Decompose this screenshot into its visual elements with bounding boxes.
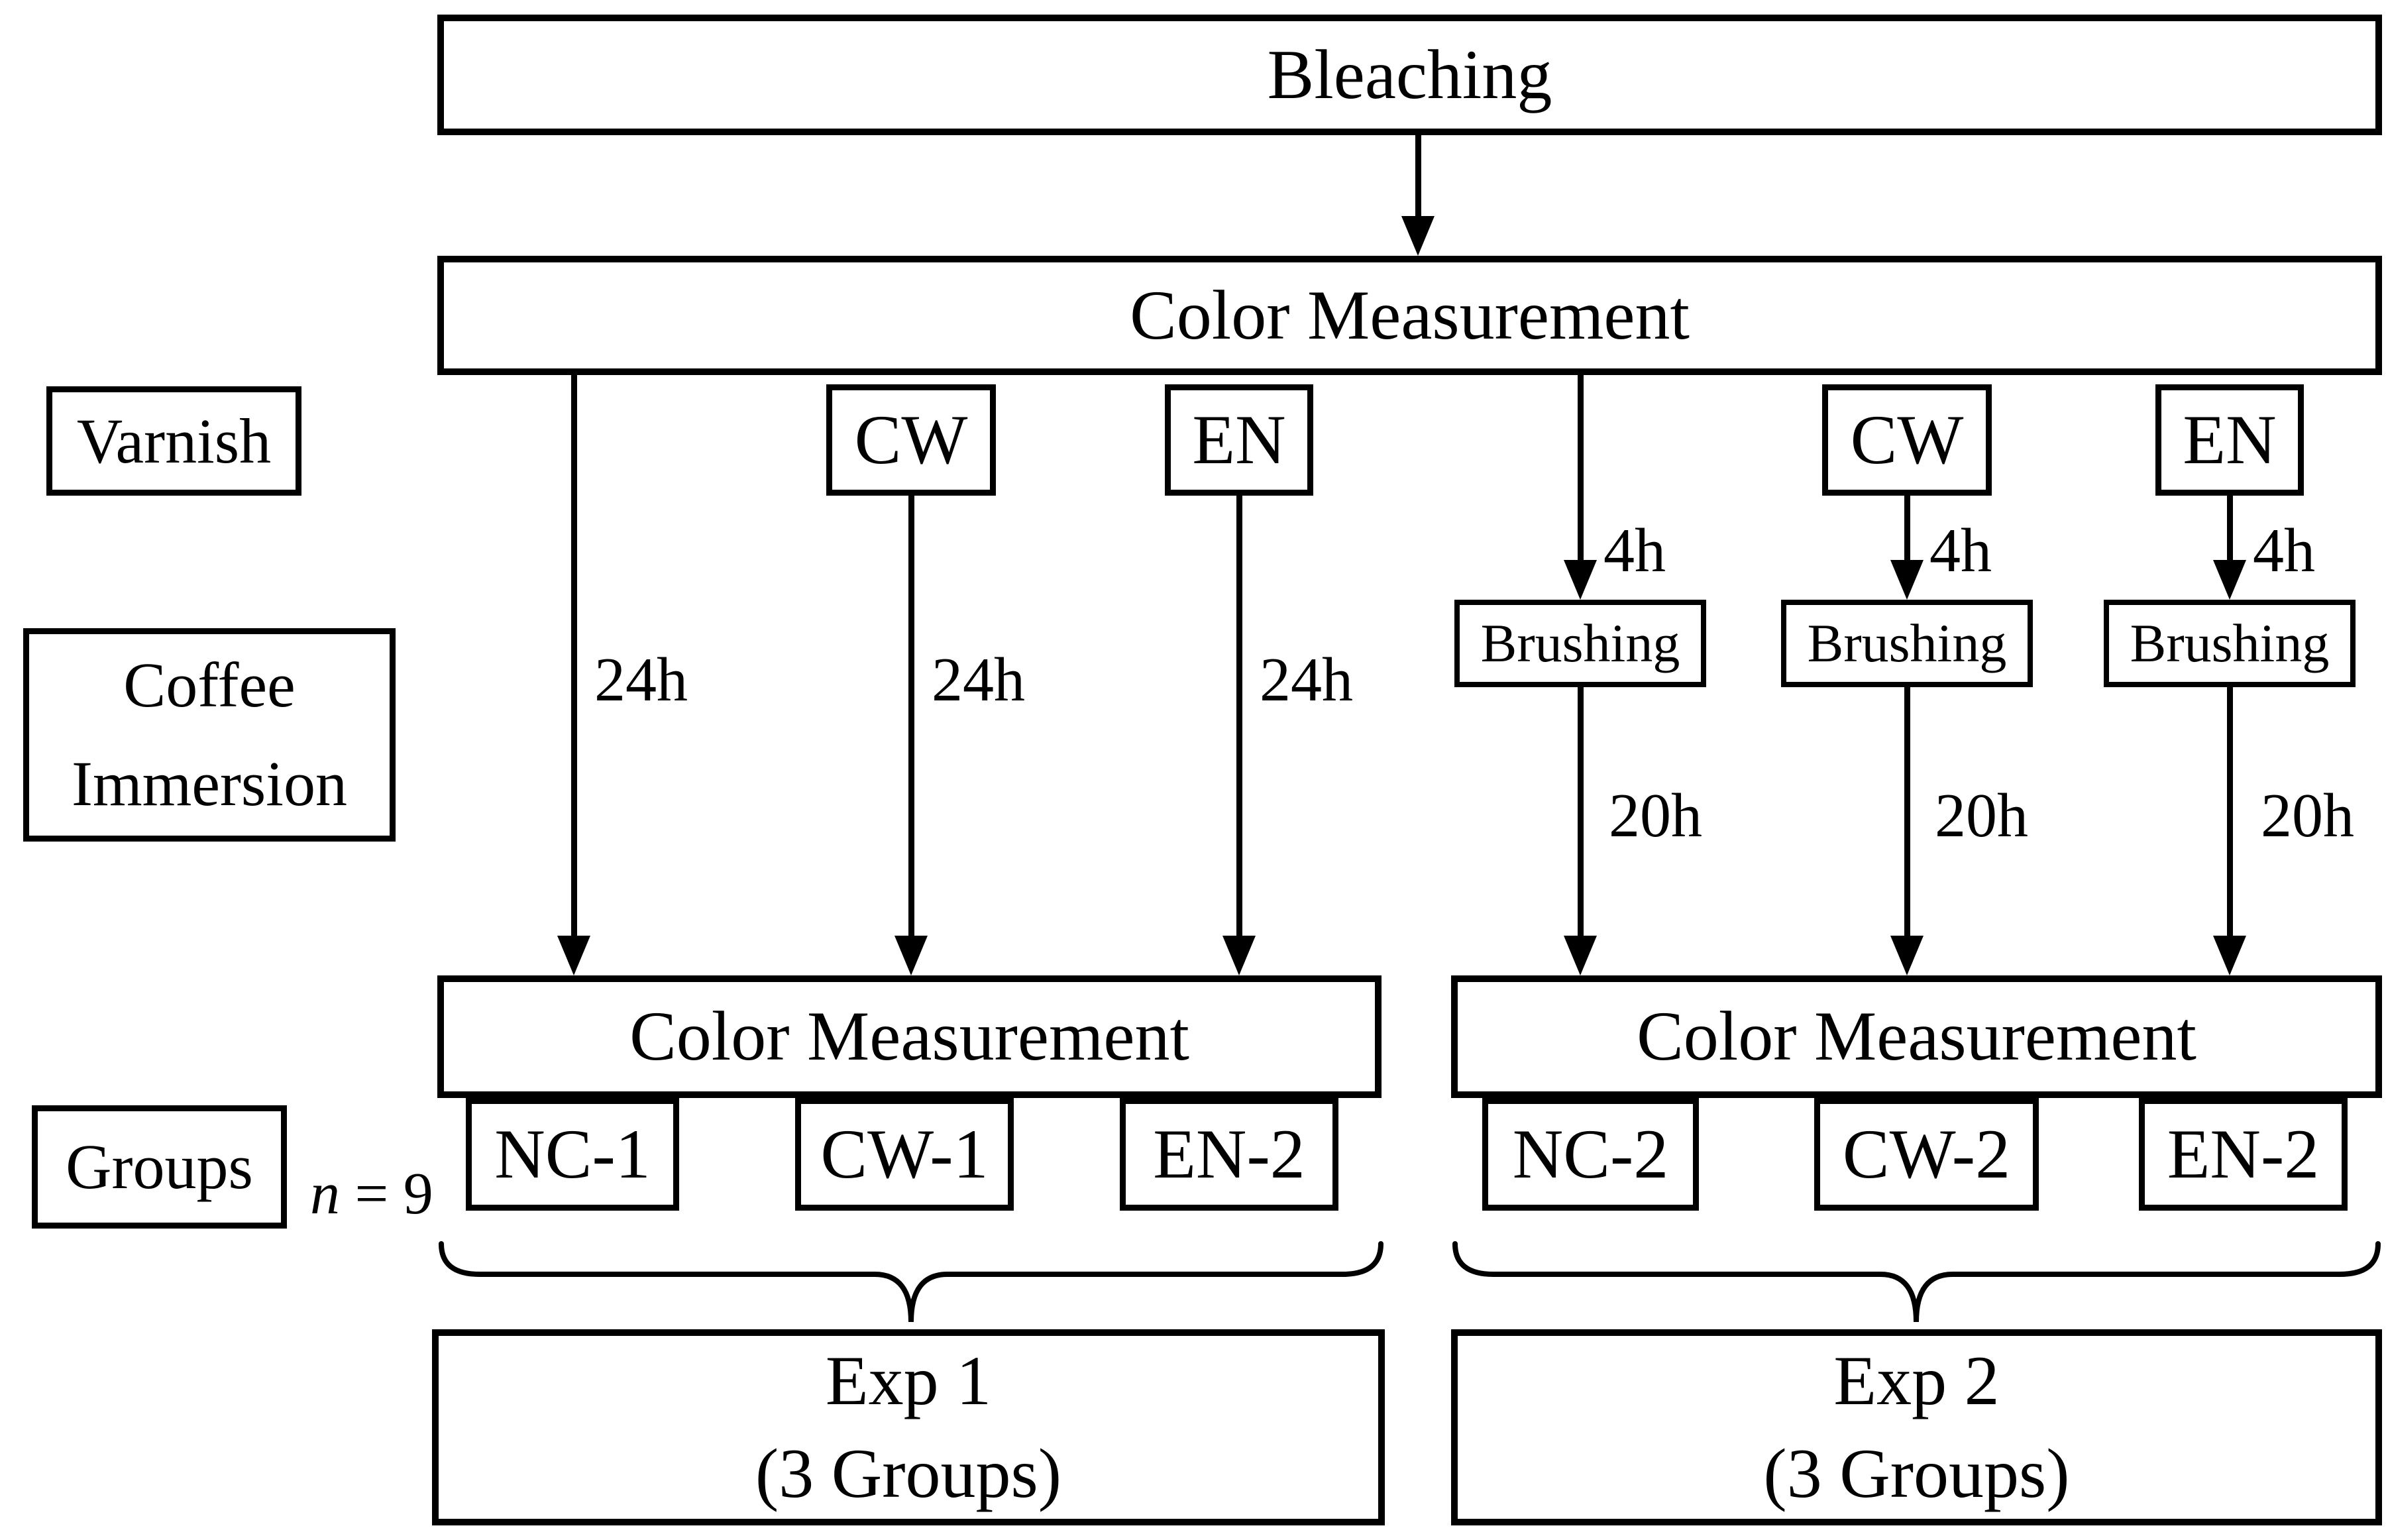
- immersion-time-label-cw1: 24h: [932, 645, 1025, 714]
- node-brushing-cw2: Brushing: [1781, 600, 2033, 687]
- arrow-en2-to-brushing: [2227, 496, 2233, 565]
- exp1-title: Exp 1: [825, 1342, 992, 1420]
- post-brush-time-label-en2: 20h: [2261, 781, 2354, 850]
- arrowhead-nc2-immersion: [1564, 936, 1597, 975]
- underbrace-exp2: [1452, 1241, 2381, 1323]
- group-nc-2-label: NC-2: [1512, 1115, 1669, 1193]
- group-box-en-2-exp1: EN-2: [1120, 1098, 1338, 1211]
- post-brush-time-label-cw2: 20h: [1935, 781, 2028, 850]
- exp2-subtitle: (3 Groups): [1763, 1435, 2070, 1512]
- node-exp2: Exp 2 (3 Groups): [1451, 1329, 2382, 1525]
- brushing-label-en2: Brushing: [2130, 612, 2330, 673]
- group-cw-2-label: CW-2: [1842, 1115, 2011, 1193]
- arrow-cw2-immersion: [1904, 687, 1910, 941]
- arrowhead-cw2-to-brushing: [1890, 560, 1924, 600]
- arrowhead-en2-immersion: [2213, 936, 2246, 975]
- row-label-varnish: Varnish: [46, 386, 301, 496]
- node-brushing-nc2: Brushing: [1454, 600, 1706, 687]
- arrow-en2-immersion: [2227, 687, 2233, 941]
- post-brush-time-label-nc2: 20h: [1609, 781, 1702, 850]
- varnish-en-exp1-label: EN: [1192, 400, 1286, 478]
- node-exp1: Exp 1 (3 Groups): [432, 1329, 1385, 1525]
- sample-size-variable: n: [310, 1161, 340, 1227]
- underbrace-exp1: [439, 1241, 1383, 1323]
- color-measurement-label: Color Measurement: [1130, 276, 1690, 354]
- arrowhead-nc2-to-brushing: [1564, 560, 1597, 600]
- arrowhead-en2-to-brushing: [2213, 560, 2246, 600]
- group-box-cw-1: CW-1: [795, 1098, 1014, 1211]
- row-label-groups: Groups: [32, 1105, 287, 1229]
- varnish-cw-exp2-label: CW: [1850, 400, 1964, 478]
- coffee-line2: Immersion: [72, 748, 347, 819]
- arrow-nc2-to-brushing: [1578, 375, 1584, 565]
- coffee-line1: Coffee: [123, 649, 296, 721]
- immersion-time-label-nc1: 24h: [594, 645, 688, 714]
- node-varnish-cw-exp1: CW: [826, 384, 996, 496]
- exp2-label: Exp 2 (3 Groups): [1763, 1335, 2069, 1520]
- node-varnish-en-exp2: EN: [2155, 384, 2304, 496]
- node-color-measurement-top: Color Measurement: [437, 256, 2382, 375]
- brushing-label-cw2: Brushing: [1807, 612, 2007, 673]
- group-box-nc-1: NC-1: [466, 1098, 679, 1211]
- group-en-2-exp2-label: EN-2: [2167, 1115, 2320, 1193]
- color-measurement-exp1-label: Color Measurement: [629, 997, 1189, 1075]
- varnish-en-exp2-label: EN: [2183, 400, 2277, 478]
- brushing-label-nc2: Brushing: [1480, 612, 1680, 673]
- varnish-cw-exp1-label: CW: [854, 400, 968, 478]
- arrow-cw2-to-brushing: [1904, 496, 1910, 565]
- coffee-immersion-label: Coffee Immersion: [72, 636, 347, 834]
- node-bleaching: Bleaching: [437, 15, 2382, 135]
- exp1-label: Exp 1 (3 Groups): [755, 1335, 1061, 1520]
- group-box-en-2-exp2: EN-2: [2139, 1098, 2348, 1211]
- arrow-cw1-immersion: [908, 496, 914, 941]
- arrow-bleaching-to-cm: [1415, 135, 1421, 221]
- row-label-coffee-immersion: Coffee Immersion: [23, 628, 396, 842]
- groups-label: Groups: [66, 1131, 253, 1203]
- color-measurement-exp2-label: Color Measurement: [1637, 997, 2196, 1075]
- node-varnish-cw-exp2: CW: [1822, 384, 1992, 496]
- bleaching-label: Bleaching: [1267, 35, 1552, 113]
- arrowhead-bleaching-to-cm: [1401, 216, 1435, 256]
- group-cw-1-label: CW-1: [820, 1115, 989, 1193]
- group-box-cw-2: CW-2: [1814, 1098, 2039, 1211]
- exp2-title: Exp 2: [1833, 1342, 2000, 1420]
- arrowhead-cw1-immersion: [895, 936, 928, 975]
- group-box-nc-2: NC-2: [1482, 1098, 1699, 1211]
- sample-size-label: n = 9: [310, 1161, 433, 1227]
- pre-brush-time-label-nc2: 4h: [1603, 516, 1666, 585]
- varnish-label: Varnish: [76, 405, 272, 476]
- node-varnish-en-exp1: EN: [1165, 384, 1313, 496]
- node-color-measurement-exp2: Color Measurement: [1451, 975, 2382, 1098]
- pre-brush-time-label-en2: 4h: [2253, 516, 2315, 585]
- pre-brush-time-label-cw2: 4h: [1929, 516, 1992, 585]
- node-brushing-en2: Brushing: [2104, 600, 2356, 687]
- node-color-measurement-exp1: Color Measurement: [437, 975, 1382, 1098]
- arrowhead-cw2-immersion: [1890, 936, 1924, 975]
- immersion-time-label-en1: 24h: [1260, 645, 1353, 714]
- arrowhead-en1-immersion: [1222, 936, 1256, 975]
- sample-size-value: = 9: [354, 1161, 433, 1227]
- arrow-nc2-immersion: [1578, 687, 1584, 941]
- arrowhead-nc1-immersion: [557, 936, 590, 975]
- arrow-en1-immersion: [1236, 496, 1242, 941]
- group-en-2-exp1-label: EN-2: [1153, 1115, 1305, 1193]
- arrow-nc1-immersion: [571, 375, 577, 941]
- group-nc-1-label: NC-1: [494, 1115, 651, 1193]
- exp1-subtitle: (3 Groups): [755, 1435, 1062, 1512]
